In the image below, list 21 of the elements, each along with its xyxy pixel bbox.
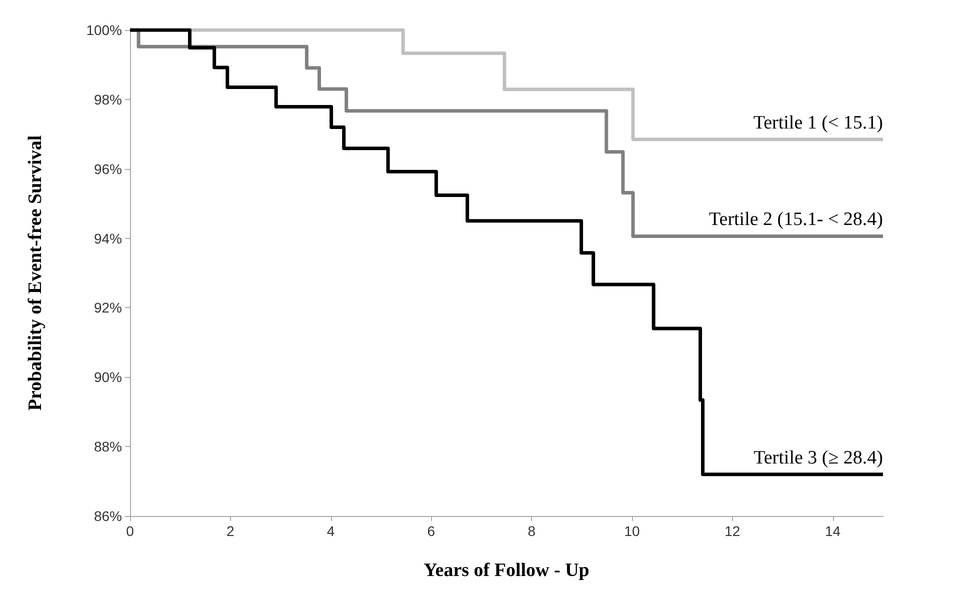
series-label: Tertile 3 (≥ 28.4) [754,447,883,468]
y-tick-label: 94% [94,230,122,246]
series-label: Tertile 2 (15.1- < 28.4) [708,209,883,230]
y-tick-label: 96% [94,160,122,177]
y-tick-label: 90% [94,369,122,386]
y-tick-label: 92% [94,300,122,316]
x-axis-title: Years of Follow - Up [424,560,590,581]
x-tick-label: 6 [427,523,436,539]
series-label: Tertile 1 (< 15.1) [753,112,883,134]
x-tick-label: 0 [126,523,134,539]
x-tick-label: 12 [724,523,740,539]
x-tick-label: 4 [326,523,335,539]
y-tick-label: 98% [94,91,122,108]
y-tick-label: 86% [94,508,122,524]
x-tick-label: 8 [528,523,536,539]
x-tick-label: 2 [226,523,234,539]
y-tick-label: 88% [94,438,122,455]
y-axis-title: Probability of Event-free Survival [25,135,46,411]
x-tick-label: 10 [624,523,640,539]
y-tick-label: 100% [86,22,122,38]
x-tick-label: 14 [825,523,841,539]
